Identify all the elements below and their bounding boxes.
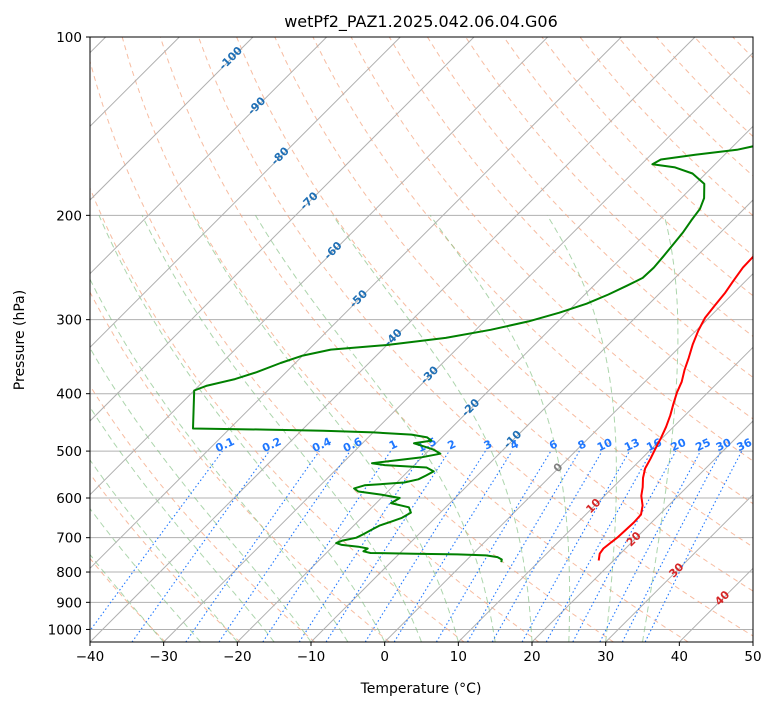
chart-title: wetPf2_PAZ1.2025.042.06.04.G06	[284, 12, 558, 32]
x-axis-title: Temperature (°C)	[360, 681, 482, 697]
y-tick-label: 1000	[48, 622, 82, 638]
dry-adiabat-line	[350, 37, 753, 462]
y-axis: 100 200 300 400 500 600 700 800 900 1000	[48, 30, 90, 638]
x-tick-label: 0	[380, 649, 389, 665]
isotherm-line	[236, 125, 753, 642]
mixing-ratio-line	[218, 450, 351, 642]
y-tick-label: 400	[56, 387, 82, 403]
mixing-ratio-line	[90, 450, 223, 632]
mixing-ratio-label: 36	[735, 436, 755, 454]
isotherm-line	[90, 37, 549, 496]
dry-adiabat-line	[388, 37, 753, 420]
mixing-ratio-line	[325, 450, 450, 642]
moist-adiabat-line	[546, 215, 617, 642]
mixing-ratio-line	[298, 450, 425, 642]
isotherm-line	[90, 37, 622, 570]
y-tick-label: 200	[56, 208, 82, 224]
x-axis: −40 −30 −20 −10 0 10 20 30 40 50	[76, 642, 762, 665]
x-tick-label: −20	[223, 649, 252, 665]
moist-adiabat-line	[192, 215, 459, 642]
x-tick-label: 20	[523, 649, 540, 665]
plot-area: -100-90-80-70-60-50-40-30-20-10010203040…	[90, 37, 755, 642]
dry-adiabat-line	[90, 557, 166, 642]
dry-adiabat-line	[465, 37, 753, 338]
y-tick-label: 700	[56, 531, 82, 547]
mixing-ratio-line	[644, 450, 743, 642]
y-tick-label: 600	[56, 491, 82, 507]
dewpoint-profile-line	[192, 145, 753, 563]
dry-adiabat-line	[274, 37, 753, 548]
temperature-profile-line	[597, 255, 753, 561]
dry-adiabat-line	[90, 186, 465, 642]
y-axis-title: Pressure (hPa)	[12, 290, 28, 390]
x-tick-label: 40	[671, 649, 688, 665]
isotherm-line	[90, 37, 328, 275]
isotherm-line	[605, 493, 753, 642]
moist-adiabat-line	[332, 215, 533, 642]
mixing-ratio-line	[521, 450, 630, 642]
dry-adiabat-line	[312, 37, 753, 505]
mixing-ratio-label: 20	[669, 436, 689, 454]
mixing-ratio-line	[185, 450, 320, 642]
y-tick-label: 800	[56, 565, 82, 581]
dry-adiabat-line	[90, 384, 316, 642]
dry-adiabat-line	[159, 37, 689, 642]
mixing-ratio-label: 25	[693, 436, 712, 454]
moist-adiabat-line	[429, 215, 571, 642]
x-tick-label: −10	[297, 649, 326, 665]
mixing-ratio-line	[262, 450, 392, 642]
isotherm-line	[90, 37, 475, 422]
moist-adiabat-line	[642, 215, 679, 642]
moist-adiabat-line	[98, 215, 386, 642]
isotherm-line	[90, 37, 254, 201]
dry-adiabat-line	[90, 472, 241, 642]
y-tick-label: 100	[56, 30, 82, 46]
x-tick-label: 50	[744, 649, 761, 665]
dry-adiabat-line	[121, 37, 614, 642]
mixing-ratio-label: 13	[622, 436, 641, 454]
profile-series	[192, 145, 753, 563]
x-tick-label: 10	[450, 649, 467, 665]
y-tick-label: 500	[56, 444, 82, 460]
moist-adiabat-line	[141, 215, 422, 642]
isotherm-line	[310, 199, 753, 642]
moist-adiabat-line	[90, 347, 312, 642]
mixing-ratio-line	[131, 450, 270, 642]
mixing-ratio-lines	[90, 450, 743, 642]
moist-adiabat-line	[90, 406, 275, 642]
dry-adiabat-line	[236, 37, 753, 592]
isotherm-line	[384, 272, 753, 642]
x-tick-label: 30	[597, 649, 614, 665]
mixing-ratio-line	[572, 450, 677, 642]
mixing-ratio-line	[545, 450, 653, 642]
y-tick-label: 900	[56, 595, 82, 611]
moist-adiabat-line	[90, 459, 238, 642]
mixing-ratio-label: 30	[714, 436, 734, 454]
y-tick-label: 300	[56, 313, 82, 329]
dry-adiabat-line	[503, 37, 753, 297]
isotherm-line	[90, 37, 696, 642]
x-tick-label: −30	[149, 649, 178, 665]
dry-adiabat-line	[90, 291, 390, 642]
isotherm-line	[457, 346, 753, 642]
isotherm-line	[531, 420, 753, 642]
dry-adiabat-line	[90, 59, 540, 642]
isotherm-line	[163, 51, 753, 642]
plot-frame	[89, 36, 754, 643]
isotherm-line	[90, 37, 401, 349]
x-tick-label: −40	[76, 649, 105, 665]
mixing-ratio-line	[393, 450, 513, 642]
isotherms	[90, 37, 753, 642]
mixing-ratio-label: 10	[595, 436, 615, 454]
